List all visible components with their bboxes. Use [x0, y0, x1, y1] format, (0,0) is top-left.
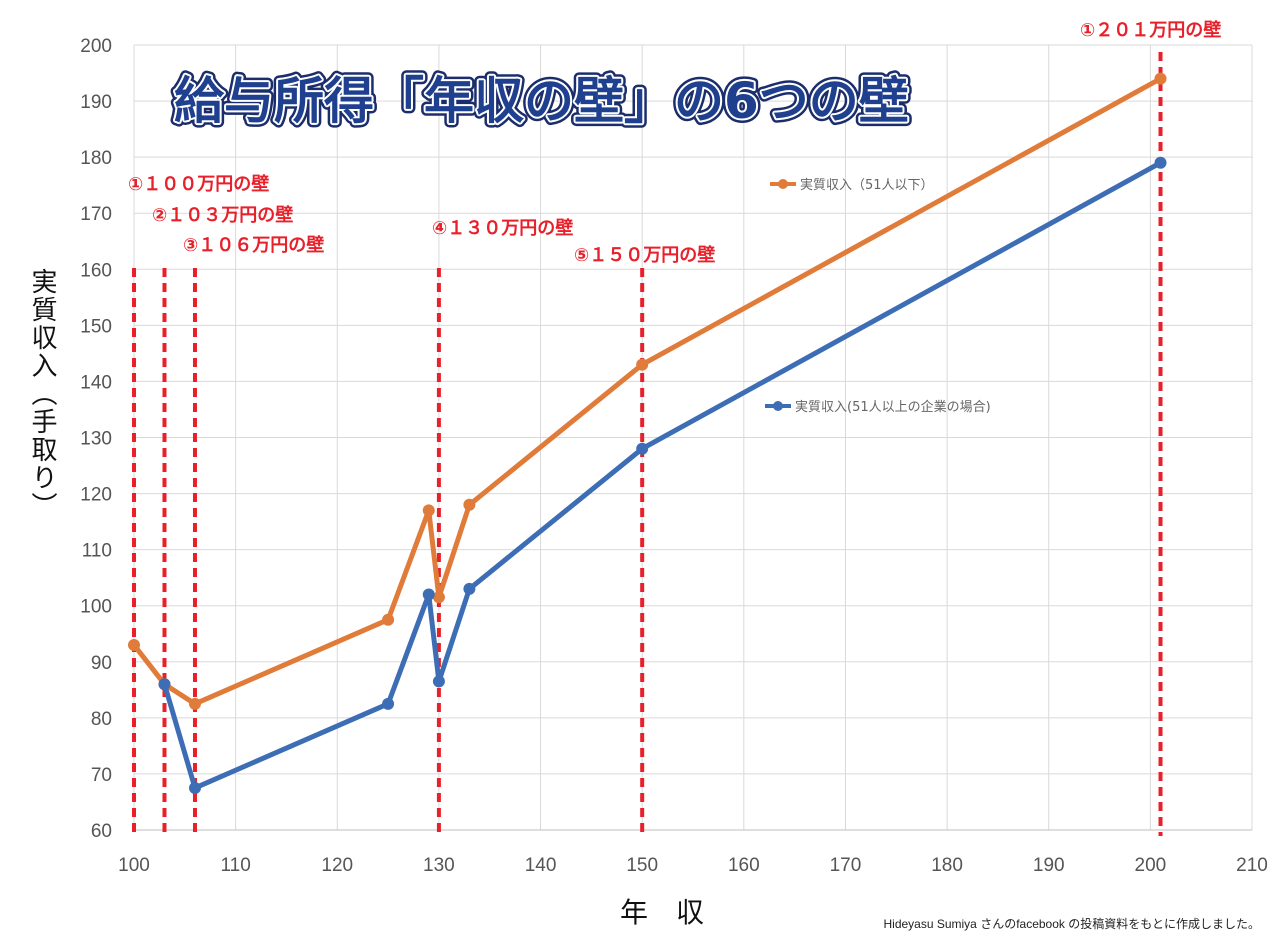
- x-tick-label: 210: [1236, 855, 1268, 876]
- y-tick-label: 70: [91, 765, 112, 786]
- y-tick-label: 190: [80, 92, 112, 113]
- wall-label: ⑤１５０万円の壁: [574, 244, 715, 266]
- x-tick-label: 190: [1033, 855, 1065, 876]
- legend-label: 実質収入(51人以上の企業の場合): [795, 399, 991, 415]
- y-tick-label: 100: [80, 597, 112, 618]
- x-tick-label: 150: [626, 855, 658, 876]
- data-point: [188, 781, 201, 794]
- chart-title-outline: 給与所得「年収の壁」の6つの壁: [174, 72, 909, 130]
- x-tick-label: 160: [728, 855, 760, 876]
- y-tick-label: 150: [80, 316, 112, 337]
- data-point: [422, 588, 435, 601]
- data-point: [432, 591, 445, 604]
- x-tick-label: 100: [118, 855, 150, 876]
- series-line-0: [131, 76, 1164, 707]
- x-tick-label: 130: [423, 855, 455, 876]
- x-tick-label: 120: [321, 855, 353, 876]
- legend-marker: [773, 401, 783, 411]
- y-tick-label: 80: [91, 709, 112, 730]
- data-point: [1154, 72, 1167, 85]
- chart-title-halo: 給与所得「年収の壁」の6つの壁: [174, 72, 909, 130]
- chart-title: 給与所得「年収の壁」の6つの壁給与所得「年収の壁」の6つの壁給与所得「年収の壁」…: [170, 68, 914, 135]
- data-point: [636, 358, 649, 371]
- x-tick-label: 180: [931, 855, 963, 876]
- data-point: [158, 678, 171, 691]
- y-tick-label: 130: [80, 429, 112, 450]
- axes: 60 70 80 90 100 110 120 130 140 150 160 170 180 190 20…: [80, 36, 1268, 929]
- data-point: [636, 442, 649, 455]
- wall-label: ③１０６万円の壁: [183, 234, 324, 256]
- x-tick-label: 200: [1135, 855, 1167, 876]
- x-tick-label: 110: [220, 855, 250, 876]
- y-tick-label: 120: [80, 485, 112, 506]
- y-axis-title: 実質収入（手取り）: [27, 268, 57, 520]
- y-tick-label: 170: [80, 204, 112, 225]
- x-tick-label: 140: [525, 855, 557, 876]
- x-axis-title: 年 収: [620, 896, 704, 929]
- data-point: [382, 613, 395, 626]
- series-lines: [128, 72, 1167, 794]
- y-tick-label: 200: [80, 36, 112, 57]
- x-tick-label: 170: [830, 855, 862, 876]
- series-line-1: [161, 160, 1164, 791]
- labels: ①１００万円の壁 ②１０３万円の壁 ③１０６万円の壁 ④１３０万円の壁⑤１５０万円の壁…: [128, 19, 1221, 266]
- data-point: [188, 697, 201, 710]
- data-point: [382, 697, 395, 710]
- data-point: [1154, 156, 1167, 169]
- credit-text: Hideyasu Sumiya さんのfacebook の投稿資料をもとに作成し…: [883, 917, 1260, 931]
- y-tick-label: 60: [91, 821, 112, 842]
- wall-label: ①１００万円の壁: [128, 173, 269, 195]
- y-tick-label: 110: [82, 541, 112, 562]
- legend-label: 実質収入（51人以下）: [800, 177, 934, 193]
- grid: [133, 44, 1253, 831]
- data-point: [128, 638, 140, 651]
- y-tick-label: 180: [80, 148, 112, 169]
- legend-marker: [778, 179, 788, 189]
- data-point: [432, 675, 445, 688]
- wall-label: ④１３０万円の壁: [432, 217, 573, 239]
- data-point: [463, 498, 476, 511]
- y-tick-label: 160: [80, 260, 112, 281]
- data-point: [463, 582, 476, 595]
- y-tick-label: 90: [91, 653, 112, 674]
- data-point: [422, 504, 435, 517]
- wall-label: ①２０１万円の壁: [1080, 19, 1221, 41]
- chart-title-text: 給与所得「年収の壁」の6つの壁: [174, 72, 909, 130]
- legend: 実質収入（51人以下） 実質収入(51人以上の企業の場合): [765, 177, 991, 415]
- y-tick-label: 140: [80, 372, 112, 393]
- wall-label: ②１０３万円の壁: [152, 204, 293, 226]
